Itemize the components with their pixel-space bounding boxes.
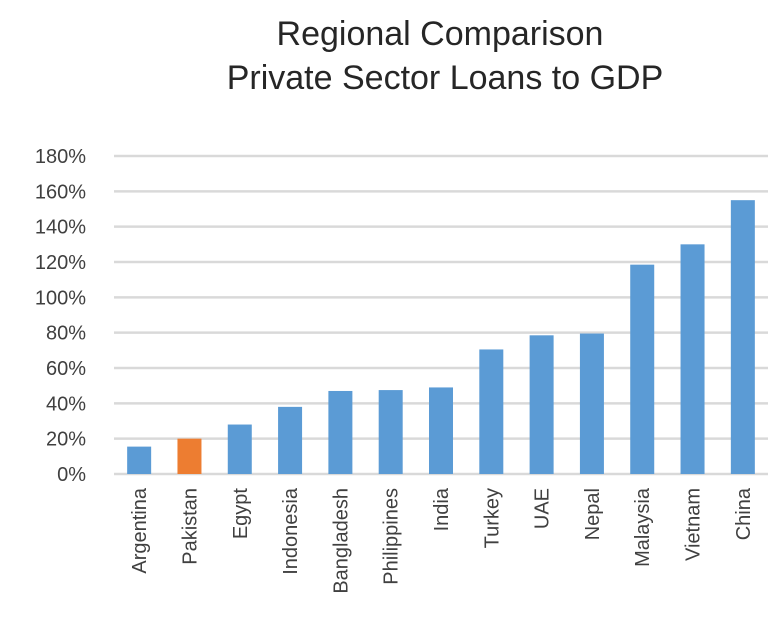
x-tick-label: Malaysia — [632, 487, 654, 567]
y-tick-label: 40% — [46, 393, 86, 415]
x-tick-label: Turkey — [481, 488, 503, 548]
y-tick-label: 120% — [35, 252, 86, 274]
bar-indonesia — [278, 406, 303, 474]
x-tick-label: Argentina — [129, 487, 151, 573]
y-tick-label: 0% — [57, 464, 86, 486]
y-tick-label: 20% — [46, 429, 86, 451]
bar-nepal — [579, 333, 604, 474]
x-tick-label: Nepal — [582, 488, 604, 540]
bar-vietnam — [680, 244, 705, 474]
x-tick-label: Bangladesh — [330, 488, 352, 594]
y-tick-label: 100% — [35, 287, 86, 309]
bar-turkey — [479, 349, 504, 474]
x-tick-label: Egypt — [230, 488, 252, 540]
y-tick-label: 140% — [35, 217, 86, 239]
y-tick-label: 160% — [35, 181, 86, 203]
bar-argentina — [127, 446, 152, 474]
y-tick-label: 80% — [46, 323, 86, 345]
x-tick-label: India — [431, 487, 453, 531]
x-tick-label: Philippines — [381, 488, 403, 585]
x-tick-label: Vietnam — [683, 488, 705, 561]
bar-egypt — [227, 424, 252, 474]
bar-china — [730, 200, 755, 474]
bar-pakistan — [177, 438, 202, 474]
bar-india — [429, 387, 453, 474]
bar-malaysia — [630, 264, 655, 474]
y-tick-label: 180% — [35, 146, 86, 168]
chart-title-line-1: Regional Comparison — [276, 15, 604, 53]
bar-philippines — [378, 390, 403, 474]
x-tick-label: China — [733, 487, 755, 540]
bar-uae — [529, 335, 554, 474]
y-tick-label: 60% — [46, 358, 86, 380]
x-tick-label: Indonesia — [280, 487, 302, 575]
bar-bangladesh — [328, 390, 353, 474]
x-tick-label: UAE — [532, 488, 554, 529]
chart-title-line-2: Private Sector Loans to GDP — [226, 59, 664, 97]
x-tick-label: Pakistan — [179, 488, 201, 565]
